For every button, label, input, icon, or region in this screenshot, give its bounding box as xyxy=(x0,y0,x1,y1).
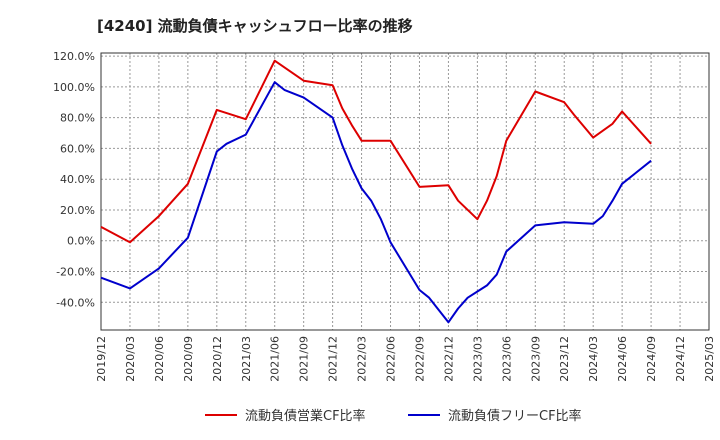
y-tick-label: 120.0% xyxy=(53,50,95,63)
x-tick-label: 2020/03 xyxy=(124,336,137,382)
x-tick-label: 2022/03 xyxy=(356,336,369,382)
x-tick-label: 2022/06 xyxy=(385,336,398,382)
y-tick-label: 0.0% xyxy=(67,235,95,248)
legend-label-1: 流動負債営業CF比率 xyxy=(245,408,366,424)
series-line-2 xyxy=(100,81,652,324)
x-axis: 2019/12 2020/03 2020/06 2020/09 2020/12 2021/… xyxy=(95,336,716,382)
y-tick-label: 20.0% xyxy=(60,204,95,217)
x-tick-label: 2021/06 xyxy=(269,336,282,382)
x-tick-label: 2025/03 xyxy=(703,336,716,382)
x-tick-label: 2019/12 xyxy=(95,336,108,382)
y-axis: -40.0% -20.0% 0.0% 20.0% 40.0% 60.0% 80.0% 100.… xyxy=(53,50,95,309)
x-tick-label: 2023/12 xyxy=(558,336,571,382)
y-tick-label: 40.0% xyxy=(60,173,95,186)
legend: 流動負債営業CF比率 流動負債フリーCF比率 xyxy=(205,408,582,424)
series-lines xyxy=(100,59,652,324)
x-tick-label: 2021/09 xyxy=(298,336,311,382)
x-tick-label: 2020/12 xyxy=(211,336,224,382)
plot-frame xyxy=(100,52,710,331)
x-tick-label: 2023/03 xyxy=(471,336,484,382)
x-tick-label: 2022/12 xyxy=(442,336,455,382)
y-tick-label: -40.0% xyxy=(56,296,95,309)
y-tick-label: 80.0% xyxy=(60,112,95,125)
grid xyxy=(100,53,710,330)
x-tick-label: 2021/12 xyxy=(327,336,340,382)
chart-title: [4240] 流動負債キャッシュフロー比率の推移 xyxy=(97,17,413,35)
x-tick-label: 2024/06 xyxy=(616,336,629,382)
series-line-1 xyxy=(100,59,652,244)
x-tick-label: 2024/12 xyxy=(674,336,687,382)
x-tick-label: 2024/09 xyxy=(645,336,658,382)
x-tick-label: 2022/09 xyxy=(413,336,426,382)
x-tick-label: 2023/09 xyxy=(529,336,542,382)
x-tick-label: 2020/06 xyxy=(153,336,166,382)
x-tick-label: 2021/03 xyxy=(240,336,253,382)
y-tick-label: 60.0% xyxy=(60,142,95,155)
legend-label-2: 流動負債フリーCF比率 xyxy=(448,408,582,424)
x-tick-label: 2023/06 xyxy=(500,336,513,382)
y-tick-label: -20.0% xyxy=(56,266,95,279)
x-tick-label: 2020/09 xyxy=(182,336,195,382)
x-tick-label: 2024/03 xyxy=(587,336,600,382)
y-tick-label: 100.0% xyxy=(53,81,95,94)
